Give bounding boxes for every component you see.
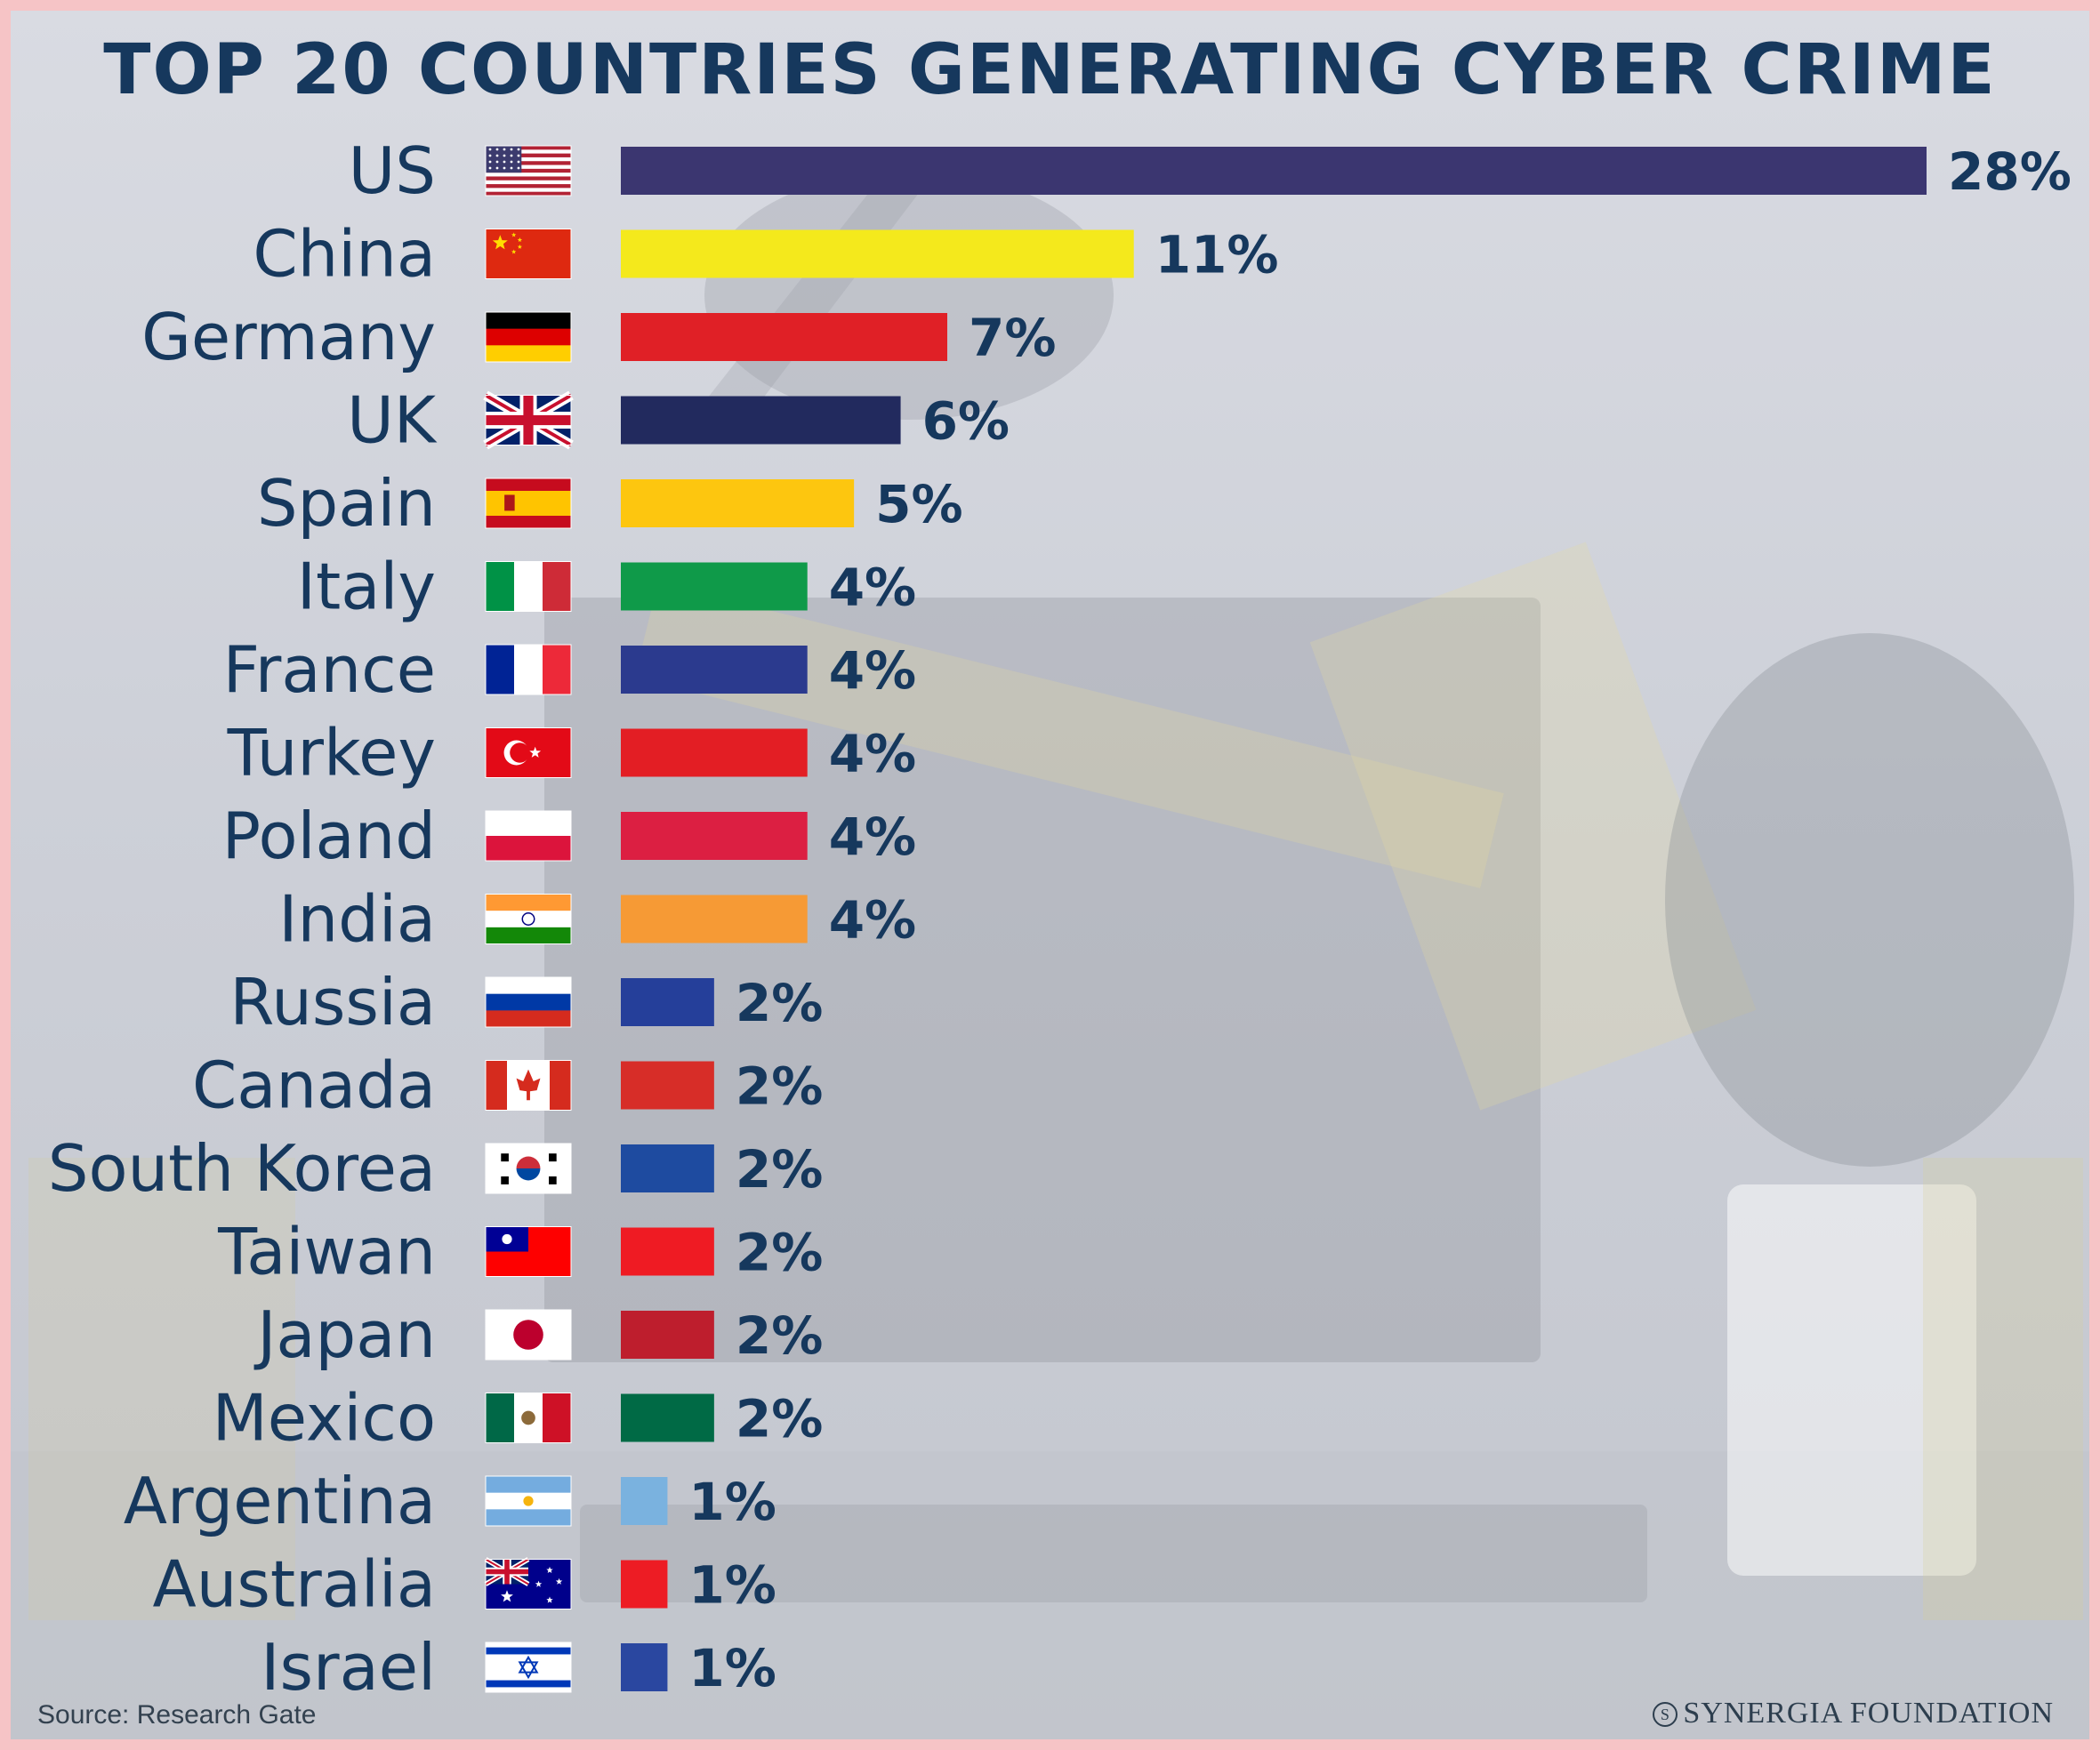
uk-flag-icon [483, 390, 574, 450]
value-label-uk: 6% [922, 391, 1010, 452]
source-note: Source: Research Gate [37, 1700, 317, 1730]
country-label-russia: Russia [229, 965, 436, 1040]
value-label-japan: 2% [736, 1305, 823, 1366]
chart-title: TOP 20 COUNTRIES GENERATING CYBER CRIME [103, 30, 1997, 110]
russia-flag-icon [485, 976, 572, 1028]
bar-poland [621, 812, 808, 860]
argentina-flag-icon [485, 1475, 572, 1527]
israel-flag-icon [485, 1642, 572, 1693]
value-label-taiwan: 2% [736, 1223, 823, 1283]
india-flag-icon [485, 894, 572, 944]
south-korea-flag-icon [485, 1143, 572, 1194]
canada-flag-icon [485, 1060, 572, 1111]
bar-australia [621, 1560, 668, 1609]
bar-turkey [621, 728, 808, 777]
bar-us [621, 147, 1927, 195]
value-label-us: 28% [1948, 141, 2072, 202]
value-label-argentina: 1% [688, 1472, 776, 1532]
china-flag-icon [485, 229, 572, 279]
italy-flag-icon [485, 561, 572, 612]
bar-uk [621, 396, 901, 445]
value-label-india: 4% [829, 890, 916, 951]
country-label-india: India [278, 882, 436, 957]
background-photo [11, 153, 2089, 1739]
value-label-spain: 5% [875, 474, 962, 534]
country-label-china: China [253, 217, 436, 292]
country-label-italy: Italy [297, 550, 436, 624]
credit-text: SYNERGIA FOUNDATION [1683, 1697, 2054, 1730]
bar-south-korea [621, 1144, 714, 1192]
value-label-italy: 4% [829, 558, 916, 618]
value-label-turkey: 4% [829, 724, 916, 784]
value-label-germany: 7% [969, 308, 1056, 368]
value-label-mexico: 2% [736, 1389, 823, 1449]
bar-mexico [621, 1393, 714, 1442]
country-label-france: France [223, 632, 436, 707]
country-label-argentina: Argentina [124, 1464, 436, 1538]
value-label-poland: 4% [829, 807, 916, 867]
credit-line: S SYNERGIA FOUNDATION [1653, 1697, 2054, 1730]
poland-flag-icon [485, 810, 572, 862]
country-label-mexico: Mexico [213, 1381, 436, 1456]
bar-canada [621, 1061, 714, 1110]
value-label-russia: 2% [736, 973, 823, 1033]
bar-india [621, 895, 808, 943]
taiwan-flag-icon [485, 1226, 572, 1277]
france-flag-icon [485, 644, 572, 695]
country-label-canada: Canada [192, 1048, 436, 1123]
germany-flag-icon [485, 311, 572, 363]
bar-france [621, 646, 808, 694]
bar-israel [621, 1643, 668, 1691]
country-label-south-korea: South Korea [48, 1131, 436, 1206]
value-label-france: 4% [829, 640, 916, 701]
value-label-south-korea: 2% [736, 1139, 823, 1200]
country-label-poland: Poland [222, 799, 436, 873]
bar-chart: US 28% China 11% Germany 7% UK 6% Spain 5% Italy 4%… [48, 133, 2072, 1705]
bar-japan [621, 1311, 714, 1359]
value-label-israel: 1% [688, 1638, 776, 1698]
value-label-canada: 2% [736, 1056, 823, 1117]
bar-germany [621, 313, 947, 361]
bar-argentina [621, 1477, 668, 1525]
mexico-flag-icon [485, 1393, 572, 1443]
us-flag-icon [485, 145, 572, 197]
country-label-spain: Spain [257, 466, 436, 541]
bar-taiwan [621, 1227, 714, 1276]
bar-china [621, 229, 1134, 278]
country-label-uk: UK [347, 383, 438, 458]
country-label-israel: Israel [261, 1630, 436, 1705]
country-label-australia: Australia [153, 1547, 436, 1622]
australia-flag-icon [484, 1557, 572, 1610]
value-label-china: 11% [1155, 225, 1279, 285]
bar-spain [621, 479, 855, 527]
turkey-flag-icon [485, 727, 572, 778]
country-label-us: US [349, 133, 436, 208]
country-label-germany: Germany [141, 300, 436, 374]
spain-flag-icon [485, 478, 572, 529]
country-label-turkey: Turkey [227, 716, 436, 791]
japan-flag-icon [485, 1309, 572, 1361]
bar-russia [621, 978, 714, 1026]
credit-mark-icon: S [1653, 1702, 1678, 1727]
value-label-australia: 1% [688, 1555, 776, 1616]
infographic: TOP 20 COUNTRIES GENERATING CYBER CRIME … [11, 11, 2089, 1739]
country-label-japan: Japan [253, 1297, 436, 1372]
bar-italy [621, 562, 808, 611]
country-label-taiwan: Taiwan [217, 1215, 436, 1289]
